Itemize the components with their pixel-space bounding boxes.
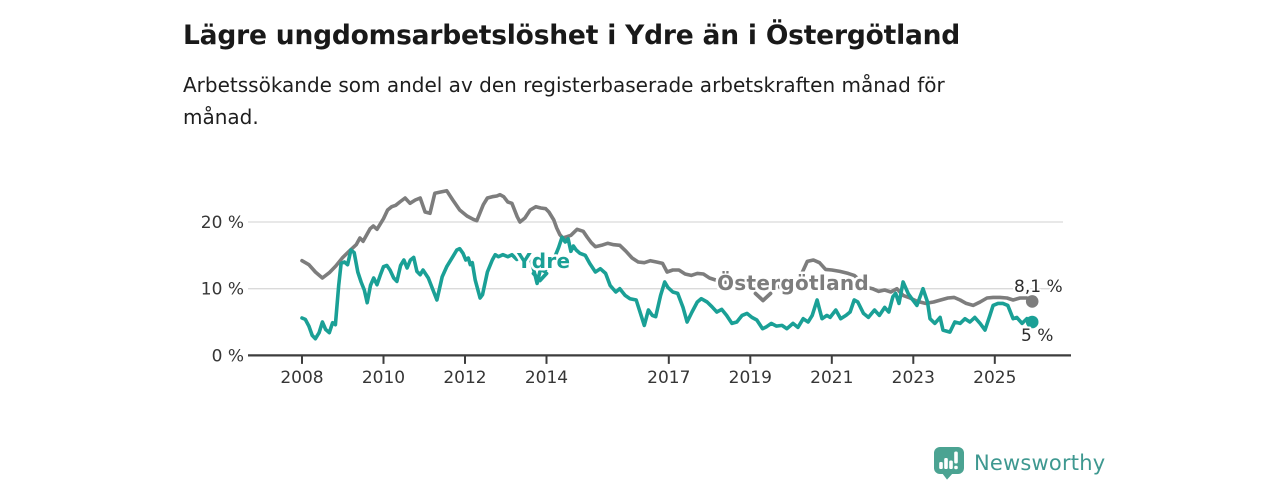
newsworthy-logo-text: Newsworthy — [974, 451, 1106, 475]
ostergotland-pointer-chevron-icon — [753, 291, 773, 303]
chart-layers: 0 % 10 % 20 % 2008 2010 2012 2014 2017 2019 2021 2… — [201, 188, 1071, 388]
newsworthy-logo: Newsworthy — [933, 446, 1105, 480]
x-tick-label: 2008 — [280, 368, 323, 388]
end-value-ostergotland: 8,1 % — [1014, 277, 1063, 297]
end-value-ydre: 5 % — [1021, 326, 1053, 346]
x-tick-label: 2017 — [647, 368, 690, 388]
y-tick-label: 20 % — [201, 213, 244, 233]
series-label-ostergotland: Östergötland — [717, 271, 869, 295]
page-title: Lägre ungdomsarbetslöshet i Ydre än i Ös… — [183, 19, 961, 51]
x-tick-label: 2021 — [810, 368, 853, 388]
y-tick-label: 0 % — [212, 346, 244, 366]
subtitle-line: månad. — [183, 105, 259, 129]
subtitle-line: Arbetssökande som andel av den registerb… — [183, 73, 945, 97]
end-dot-ydre — [1025, 315, 1039, 329]
x-tick-label: 2012 — [443, 368, 486, 388]
chart-subtitle: Arbetssökande som andel av den registerb… — [183, 69, 945, 133]
x-tick-label: 2023 — [892, 368, 935, 388]
newsworthy-logo-icon — [934, 447, 964, 480]
x-tick-label: 2025 — [973, 368, 1016, 388]
x-tick-label: 2010 — [362, 368, 405, 388]
series-line-ydre — [300, 235, 1034, 341]
x-tick-label: 2014 — [525, 368, 568, 388]
series-label-ydre: Ydre — [516, 249, 570, 273]
end-dot-östergötland — [1025, 295, 1039, 308]
series-line-östergötland — [300, 188, 1034, 308]
ydre-pointer-chevron-icon — [531, 271, 549, 283]
x-tick-label: 2019 — [729, 368, 772, 388]
y-tick-label: 10 % — [201, 280, 244, 300]
